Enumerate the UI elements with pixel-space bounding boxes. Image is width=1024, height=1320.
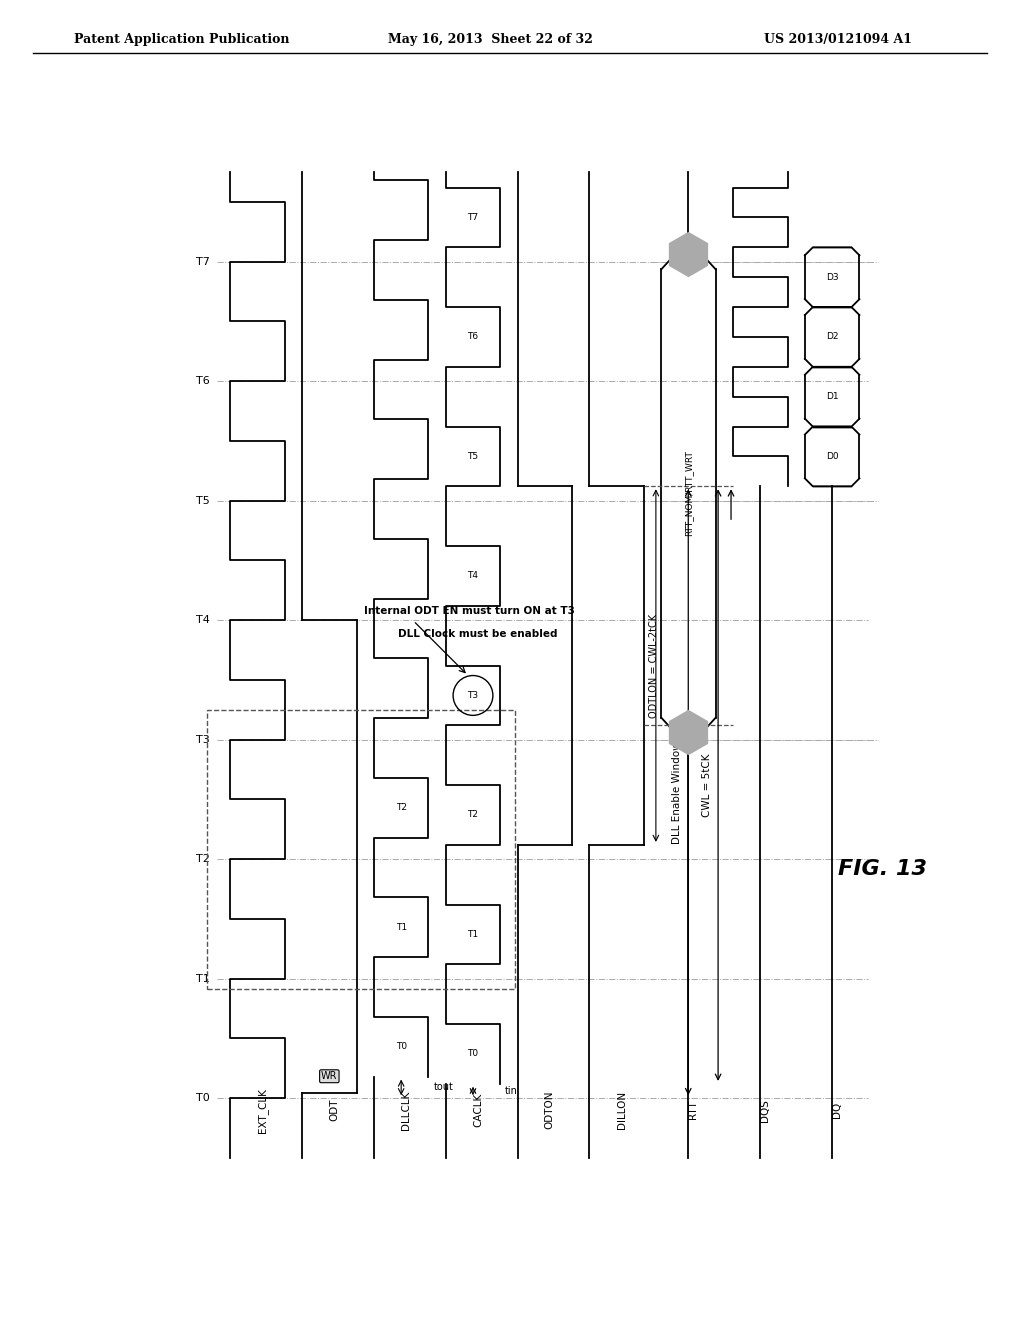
Text: T6: T6 — [196, 376, 210, 387]
Text: D3: D3 — [825, 273, 839, 281]
Text: T7: T7 — [196, 256, 210, 267]
Text: May 16, 2013  Sheet 22 of 32: May 16, 2013 Sheet 22 of 32 — [388, 33, 593, 46]
Text: T4: T4 — [468, 572, 478, 581]
Text: T0: T0 — [395, 1043, 407, 1051]
Text: D1: D1 — [825, 392, 839, 401]
Text: Internal ODT EN must turn ON at T3: Internal ODT EN must turn ON at T3 — [364, 606, 574, 616]
Text: D2: D2 — [826, 333, 839, 342]
Text: CWL = 5tCK: CWL = 5tCK — [702, 754, 712, 817]
Text: T7: T7 — [467, 213, 478, 222]
Text: tout: tout — [433, 1082, 454, 1093]
Text: T5: T5 — [467, 451, 478, 461]
Text: DLL Enable Window: DLL Enable Window — [673, 741, 682, 843]
Text: CACLK: CACLK — [473, 1093, 483, 1127]
Text: DQS: DQS — [760, 1098, 770, 1122]
Bar — [207, 710, 515, 989]
Text: US 2013/0121094 A1: US 2013/0121094 A1 — [764, 33, 912, 46]
Text: T1: T1 — [395, 923, 407, 932]
Text: T0: T0 — [467, 1049, 478, 1059]
Text: DLL Clock must be enabled: DLL Clock must be enabled — [398, 628, 558, 639]
Text: T5: T5 — [196, 496, 210, 506]
Text: FIG. 13: FIG. 13 — [839, 859, 928, 879]
Text: Patent Application Publication: Patent Application Publication — [74, 33, 290, 46]
Text: DILLON: DILLON — [616, 1092, 627, 1129]
Text: T3: T3 — [196, 735, 210, 744]
Text: T1: T1 — [196, 974, 210, 983]
Text: RTT: RTT — [688, 1101, 698, 1119]
Text: ODTLON = CWL-2tCK: ODTLON = CWL-2tCK — [649, 614, 658, 718]
Text: EXT_CLK: EXT_CLK — [257, 1088, 268, 1133]
Text: ODT: ODT — [330, 1098, 339, 1122]
Text: RTT_NOM/RTT_WRT: RTT_NOM/RTT_WRT — [684, 450, 693, 536]
Text: T4: T4 — [196, 615, 210, 626]
Text: T6: T6 — [467, 333, 478, 342]
Text: T0: T0 — [196, 1093, 210, 1104]
Text: D0: D0 — [825, 451, 839, 461]
Text: WR: WR — [322, 1072, 338, 1081]
Text: T2: T2 — [395, 804, 407, 812]
Text: DLLCLK: DLLCLK — [401, 1090, 412, 1130]
Text: DQ: DQ — [833, 1102, 842, 1118]
Text: T3: T3 — [467, 690, 478, 700]
Text: T2: T2 — [468, 810, 478, 820]
Text: ODTON: ODTON — [545, 1090, 555, 1130]
Text: T1: T1 — [467, 931, 478, 939]
Text: T2: T2 — [196, 854, 210, 865]
Text: tin: tin — [505, 1086, 518, 1096]
